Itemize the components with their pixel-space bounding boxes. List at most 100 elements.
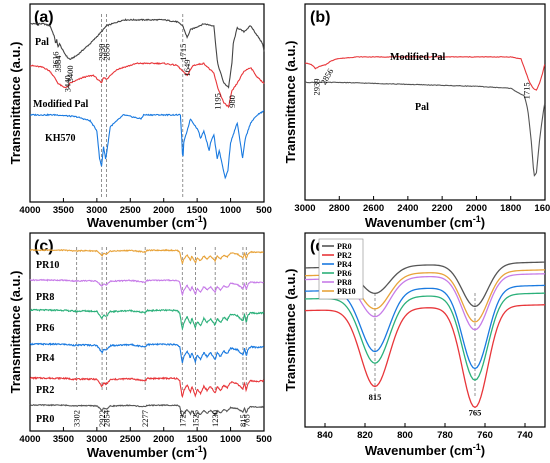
panel-d-frame xyxy=(304,232,546,428)
panel-b-ylabel: Transmittance (a.u.) xyxy=(283,41,298,164)
series-line-pr6 xyxy=(304,292,546,381)
series-line-Pal xyxy=(304,81,546,177)
x-tick-label: 2500 xyxy=(120,205,141,216)
panel-a-plot: 4000 3500 3000 2500 2000 1500 1000 500 Pal Modifi… xyxy=(19,14,272,216)
panel-c-plot: 4000 3500 3000 2500 2000 1500 1000 500 PR10 PR8 PR… xyxy=(19,247,272,445)
peak-annotation: 1195 xyxy=(213,93,223,110)
panel-a-xlabel: Wavenumber (cm-1) xyxy=(87,214,207,230)
x-tick-label: 2800 xyxy=(329,203,350,214)
panel-d-xlabel: Wavenumber (cm-1) xyxy=(365,442,485,458)
series-label-pal: Pal xyxy=(415,102,429,113)
series-label-pr8: PR8 xyxy=(36,292,54,303)
peak-annotation: 3584 xyxy=(53,55,63,73)
x-tick-label: 1000 xyxy=(220,205,241,216)
legend-entry-pr0: PR0 xyxy=(337,242,352,251)
x-tick-label: 2000 xyxy=(153,434,174,445)
panel-a-label: (a) xyxy=(34,9,54,26)
x-tick-label: 3500 xyxy=(53,205,74,216)
panel-a-ylabel: Transmittance (a.u.) xyxy=(8,42,23,165)
legend-box xyxy=(318,238,364,300)
series-line-KH570 xyxy=(29,110,265,180)
series-label-pr10: PR10 xyxy=(36,260,59,271)
x-tick-label: 740 xyxy=(517,430,533,441)
series-label-modified-pal: Modified Pal xyxy=(390,52,445,63)
x-tick-label: 760 xyxy=(477,430,493,441)
peak-annotation: 2930 xyxy=(97,44,107,61)
peak-annotation: 765 xyxy=(469,407,482,417)
x-tick-label: 1500 xyxy=(187,434,208,445)
peak-annotation: 3440 xyxy=(62,75,72,92)
panel-c-label: (c) xyxy=(34,238,54,255)
x-tick-label: 4000 xyxy=(19,205,40,216)
peak-annotation: 3302 xyxy=(72,410,82,427)
x-tick-label: 1500 xyxy=(187,205,208,216)
series-label-modified-pal: Modified Pal xyxy=(33,99,88,110)
series-label-pr0: PR0 xyxy=(36,414,54,425)
x-tick-label: 4000 xyxy=(19,434,40,445)
peak-annotation: 2277 xyxy=(140,410,150,427)
x-tick-label: 3000 xyxy=(86,205,107,216)
x-tick-label: 3000 xyxy=(294,203,315,214)
series-line-Modified Pal xyxy=(29,62,265,109)
peak-annotation: 2922 xyxy=(97,410,107,427)
x-tick-label: 1000 xyxy=(220,434,241,445)
series-label-pr2: PR2 xyxy=(36,385,54,396)
peak-annotation: 1715 xyxy=(521,82,531,99)
panel-c-ylabel: Transmittance (a.u.) xyxy=(8,271,23,394)
series-line-pr8 xyxy=(29,278,264,297)
x-tick-label: 2000 xyxy=(153,205,174,216)
x-tick-label: 2400 xyxy=(397,203,418,214)
panel-b-frame xyxy=(304,3,546,201)
peak-annotation: 3616 xyxy=(51,52,61,69)
series-line-pr2 xyxy=(304,304,546,409)
x-tick-label: 3500 xyxy=(53,434,74,445)
peak-annotation: 1722 xyxy=(177,410,187,427)
x-tick-label: 3000 xyxy=(86,434,107,445)
series-line-pr2 xyxy=(29,376,265,399)
series-line-pr0 xyxy=(29,403,265,419)
x-tick-label: 1800 xyxy=(500,203,521,214)
x-tick-label: 2000 xyxy=(466,203,487,214)
peak-annotation: 1525 xyxy=(190,410,200,427)
legend-entry-pr6: PR6 xyxy=(337,269,352,278)
peak-annotation: 815 xyxy=(369,392,382,402)
panel-b-plot: 3000 2800 2600 2400 2200 2000 1800 1600 Modified… xyxy=(294,52,550,214)
series-label-pr6: PR6 xyxy=(36,323,54,334)
peak-annotation: 2856 xyxy=(318,67,335,87)
legend-entry-pr2: PR2 xyxy=(337,251,352,260)
x-tick-label: 800 xyxy=(397,430,413,441)
series-line-pr10 xyxy=(29,248,264,264)
series-line-pr6 xyxy=(29,308,265,331)
series-label-pr4: PR4 xyxy=(36,353,54,364)
series-line-pr4 xyxy=(29,342,264,365)
peak-annotation: 815 xyxy=(238,414,248,427)
peak-annotation: 2856 xyxy=(101,44,111,61)
panel-c-xlabel: Wavenumber (cm-1) xyxy=(87,444,207,460)
x-tick-label: 840 xyxy=(317,430,333,441)
peak-annotation: 1230 xyxy=(210,410,220,427)
panel-d-ylabel: Transmittance (a.u.) xyxy=(283,269,298,392)
x-tick-label: 820 xyxy=(357,430,373,441)
series-line-Pal xyxy=(29,18,265,89)
peak-annotation: 1649 xyxy=(182,59,192,76)
x-tick-label: 2500 xyxy=(120,434,141,445)
peak-annotation: 2854 xyxy=(102,409,112,427)
series-label-kh570: KH570 xyxy=(45,133,76,144)
peak-annotation: 765 xyxy=(241,414,251,427)
x-tick-label: 1600 xyxy=(534,203,550,214)
x-tick-label: 500 xyxy=(256,434,272,445)
panel-a-frame xyxy=(29,3,265,203)
peak-annotation: 2939 xyxy=(311,78,321,95)
legend-entry-pr4: PR4 xyxy=(337,260,352,269)
peak-annotation: 980 xyxy=(227,95,237,108)
panel-b-xlabel: Wavenumber (cm-1) xyxy=(365,214,485,230)
x-tick-label: 2200 xyxy=(432,203,453,214)
series-line-Modified Pal xyxy=(304,56,546,91)
series-label-pal: Pal xyxy=(35,37,49,48)
legend-entry-pr8: PR8 xyxy=(337,278,352,287)
panel-d-plot: 840 820 800 780 760 740 815 765 PR0PR2PR4PR6PR8P… xyxy=(304,238,546,441)
peak-annotation: 3400 xyxy=(65,65,75,82)
panel-b-label: (b) xyxy=(310,9,330,26)
